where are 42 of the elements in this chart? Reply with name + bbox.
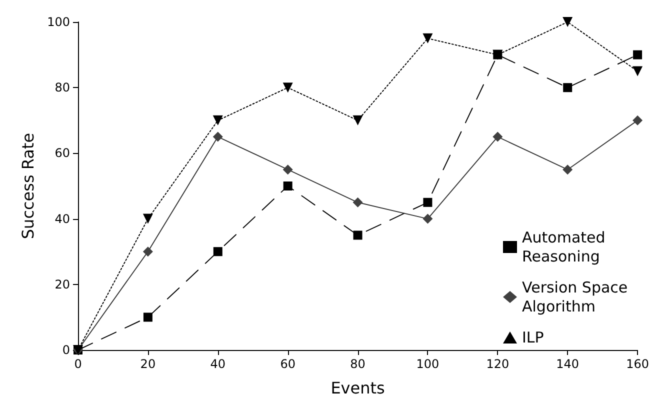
point [492,132,503,142]
point [423,198,432,207]
y-tick-label: 60 [54,146,70,160]
point [422,214,433,224]
x-tick-label: 120 [486,357,510,371]
point [212,115,223,126]
point [562,17,573,27]
point [352,197,363,208]
x-tick-label: 0 [74,357,82,371]
point [142,246,153,257]
point [633,50,642,60]
point [282,82,293,93]
point [422,33,433,44]
y-tick-label: 20 [54,277,70,292]
y-tick-label: 100 [47,15,70,29]
point [283,182,292,190]
x-tick-label: 80 [350,357,366,371]
point [213,247,222,256]
legend-label: Version Space Algorithm [522,278,632,316]
x-tick-label: 160 [626,357,649,371]
point [632,66,643,76]
x-tick-label: 100 [416,357,440,371]
point [562,164,573,175]
point [353,230,362,240]
point [563,83,572,92]
y-tick-label: 0 [62,343,70,357]
point [212,132,223,142]
legend-label: Automated Reasoning [522,228,610,266]
x-tick-label: 140 [556,357,580,371]
point [282,164,293,175]
legend-label: ILP [522,328,544,346]
point [142,214,153,224]
point [632,115,643,126]
y-axis-title: Success Rate [18,132,38,240]
x-tick-label: 60 [280,357,296,371]
point [352,115,363,126]
x-tick-label: 40 [210,357,226,371]
y-tick-label: 40 [54,212,70,226]
x-axis-title: Events [330,378,385,398]
x-tick-label: 20 [140,357,156,371]
y-tick-label: 80 [54,80,70,95]
point [143,312,152,322]
